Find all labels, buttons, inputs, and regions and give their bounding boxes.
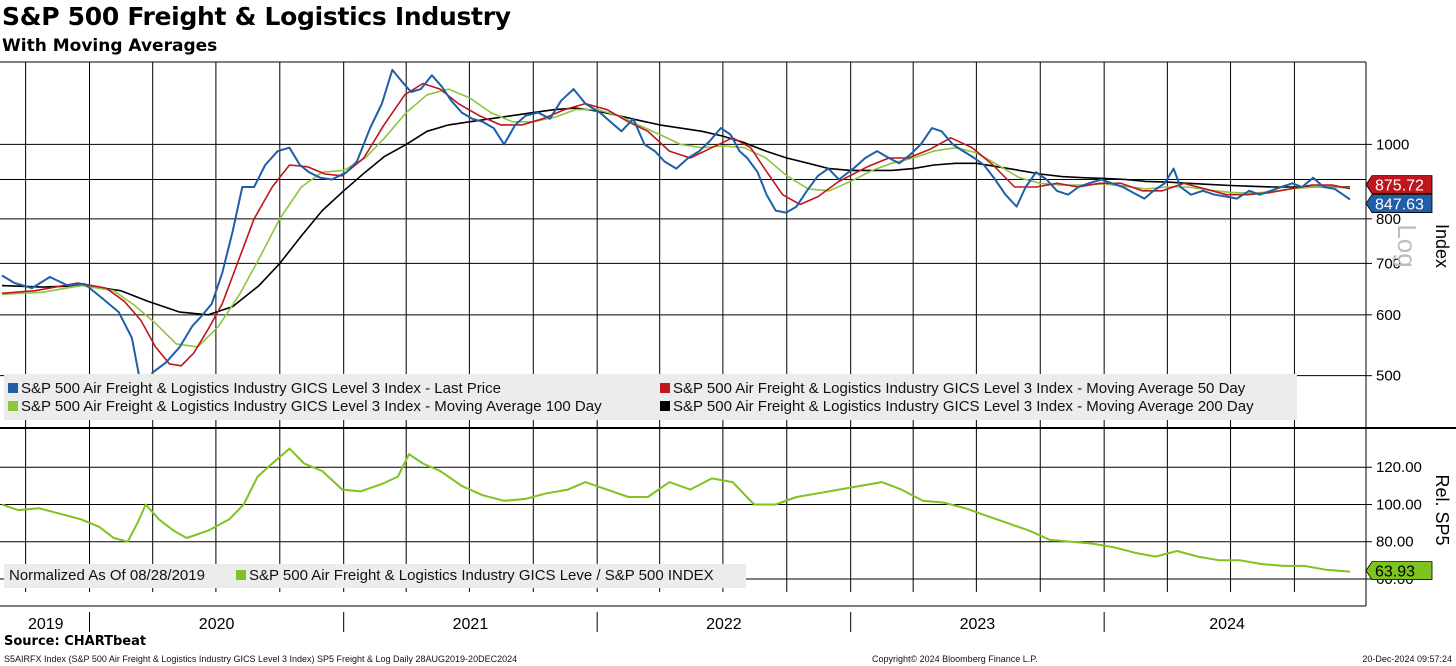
y-tick-label: 700 <box>1376 255 1401 272</box>
chart-title: S&P 500 Freight & Logistics Industry <box>2 2 511 31</box>
legend-label-relative: S&P 500 Air Freight & Logistics Industry… <box>249 567 714 584</box>
vertical-gridlines <box>25 62 1295 592</box>
x-axis: 2019 2020 2021 2022 2023 2024 <box>28 612 1245 633</box>
y-tick-label: 1000 <box>1376 136 1409 153</box>
legend-item-ma100: S&P 500 Air Freight & Logistics Industry… <box>8 398 602 416</box>
legend-swatch-ma100 <box>8 401 18 411</box>
y-tick-label: 500 <box>1376 368 1401 385</box>
last-value-tag-ma50: 875.72 <box>1365 175 1433 195</box>
last-value-tag-ma50-text: 875.72 <box>1375 178 1424 195</box>
legend-label-ma100: S&P 500 Air Freight & Logistics Industry… <box>21 398 602 415</box>
series-line-ma50 <box>1 82 1351 367</box>
upper-legend: S&P 500 Air Freight & Logistics Industry… <box>4 374 1297 420</box>
y-tick-label: 800 <box>1376 211 1401 228</box>
x-tick-label: 2021 <box>453 616 489 633</box>
lower-legend: Normalized As Of 08/28/2019 S&P 500 Air … <box>4 564 746 588</box>
series-line-ma200 <box>1 107 1350 316</box>
last-value-tag-last-price-shape <box>1365 194 1433 213</box>
legend-item-ma200: S&P 500 Air Freight & Logistics Industry… <box>660 398 1254 416</box>
chart-subtitle: With Moving Averages <box>2 36 218 56</box>
legend-normalized-note: Normalized As Of 08/28/2019 <box>9 567 205 584</box>
series-line-relative <box>1 447 1351 573</box>
legend-label-ma50: S&P 500 Air Freight & Logistics Industry… <box>673 380 1246 397</box>
last-value-tag-relative-shape <box>1365 561 1433 581</box>
last-value-tag-relative: 63.93 <box>1365 561 1433 581</box>
y-axis-scale-label: Log <box>1392 224 1422 267</box>
last-value-tag-ma50-shape <box>1365 175 1433 195</box>
last-value-tag-last-price: 847.63 <box>1365 194 1433 214</box>
y-axis-title-lower: Rel. SP5 <box>1432 474 1452 545</box>
legend-label-last-price: S&P 500 Air Freight & Logistics Industry… <box>21 380 501 397</box>
legend-item-relative: S&P 500 Air Freight & Logistics Industry… <box>236 567 714 585</box>
series-line-last-price <box>1 68 1351 398</box>
last-value-tag-relative-text: 63.93 <box>1375 564 1415 581</box>
legend-label-ma200: S&P 500 Air Freight & Logistics Industry… <box>673 398 1254 415</box>
legend-swatch-ma50 <box>660 383 670 393</box>
legend-swatch-ma200 <box>660 401 670 411</box>
x-tick-label: 2022 <box>706 616 742 633</box>
x-tick-label: 2024 <box>1209 616 1245 633</box>
last-value-tag-last-price-text: 847.63 <box>1375 197 1424 214</box>
footer-ticker-info: S5AIRFX Index (S&P 500 Air Freight & Log… <box>4 654 518 664</box>
legend-swatch-relative <box>236 570 246 580</box>
x-tick-label: 2019 <box>28 616 64 633</box>
y-tick-label: 80.00 <box>1376 534 1414 551</box>
x-tick-label: 2020 <box>199 616 235 633</box>
y-tick-label: 100.00 <box>1376 496 1422 513</box>
footer-copyright: Copyright© 2024 Bloomberg Finance L.P. <box>872 654 1038 664</box>
legend-swatch-last-price <box>8 383 18 393</box>
footer-timestamp: 20-Dec-2024 09:57:24 <box>1362 654 1452 664</box>
legend-item-last-price: S&P 500 Air Freight & Logistics Industry… <box>8 380 501 398</box>
x-tick-label: 2023 <box>960 616 996 633</box>
legend-item-ma50: S&P 500 Air Freight & Logistics Industry… <box>660 380 1245 398</box>
y-axis-title-upper: Index <box>1432 224 1452 268</box>
upper-y-axis: 500 600 700 800 1000 <box>0 136 1409 385</box>
y-tick-label: 120.00 <box>1376 459 1422 476</box>
source-label: Source: CHARTbeat <box>4 634 147 649</box>
y-tick-label: 600 <box>1376 307 1401 324</box>
